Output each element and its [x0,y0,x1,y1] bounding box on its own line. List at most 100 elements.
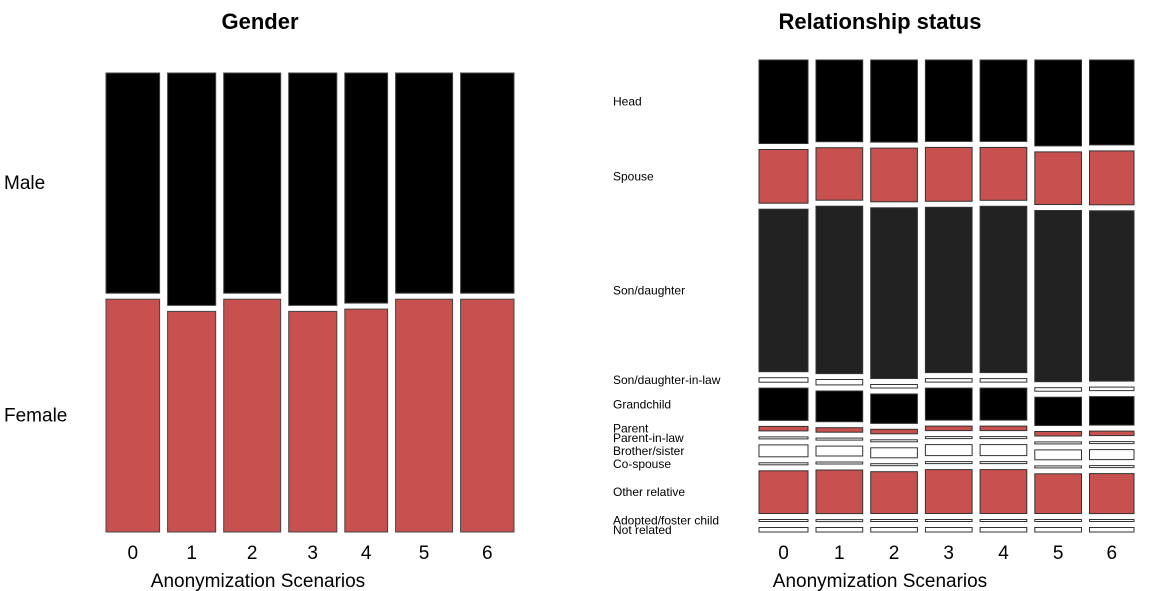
bar-other-relative-scenario-2 [870,471,918,515]
relationship-category-labels: Head Spouse Son/daughter Son/daughter-in-la… [613,95,721,537]
bar-head-scenario-3 [924,59,973,142]
relationship-chart-title: Relationship status [779,9,982,34]
gender-chart-title: Gender [221,9,298,34]
bar-adopted-foster-child-scenario-2 [870,519,918,522]
bar-not-related-scenario-6 [1089,527,1135,533]
bar-head-scenario-6 [1089,59,1135,146]
category-label-grandchild: Grandchild [613,397,671,411]
bar-head-scenario-2 [870,59,918,143]
bar-son-daughter-scenario-2 [870,207,918,379]
bar-parent-in-law-scenario-2 [870,439,918,443]
gender-chart: Gender Anonymization Scenarios 0 1 2 3 4 5 6 M… [4,9,515,591]
bar-not-related-scenario-2 [870,527,918,533]
bar-adopted-foster-child-scenario-6 [1089,519,1135,522]
category-label-other-relative: Other relative [613,485,685,499]
x-tick-label: 2 [247,543,258,564]
bar-brother-sister-scenario-0 [758,444,809,458]
bar-grandchild-scenario-4 [979,387,1028,421]
relationship-bars [758,59,1135,533]
bar-other-relative-scenario-6 [1089,473,1135,515]
bar-adopted-foster-child-scenario-0 [758,519,809,522]
bar-female-scenario-2 [223,298,282,533]
bar-co-spouse-scenario-2 [870,463,918,467]
category-label-co-spouse: Co-spouse [613,457,671,471]
bar-parent-scenario-4 [979,425,1028,432]
bar-female-scenario-1 [167,310,217,533]
category-label-female: Female [4,406,67,427]
bar-grandchild-scenario-2 [870,393,918,424]
category-label-son-daughter-in-law: Son/daughter-in-law [613,373,721,387]
bar-son-daughter-in-law-scenario-2 [870,384,918,389]
x-tick-label: 4 [998,543,1009,564]
bar-female-scenario-3 [288,310,338,533]
bar-co-spouse-scenario-0 [758,462,809,466]
category-label-not-related: Not related [613,523,672,537]
bar-grandchild-scenario-5 [1034,396,1083,427]
bar-other-relative-scenario-5 [1034,473,1083,514]
gender-x-axis-title: Anonymization Scenarios [151,571,365,591]
bar-co-spouse-scenario-1 [815,461,864,465]
bar-son-daughter-in-law-scenario-5 [1034,387,1083,392]
bar-co-spouse-scenario-3 [924,461,973,465]
bar-spouse-scenario-0 [758,149,809,204]
category-label-adopted-foster-child: Adopted/foster child [613,514,719,528]
bar-son-daughter-scenario-3 [924,206,973,374]
bar-spouse-scenario-3 [924,146,973,202]
category-label-parent-in-law: Parent-in-law [613,431,684,445]
bar-son-daughter-scenario-5 [1034,210,1083,383]
bar-spouse-scenario-6 [1089,150,1135,206]
bar-not-related-scenario-4 [979,527,1028,533]
bar-male-scenario-0 [105,72,161,294]
bar-parent-in-law-scenario-5 [1034,441,1083,445]
bar-son-daughter-in-law-scenario-3 [924,378,973,383]
bar-adopted-foster-child-scenario-4 [979,519,1028,522]
bar-brother-sister-scenario-3 [924,444,973,457]
bar-not-related-scenario-0 [758,527,809,533]
bar-head-scenario-1 [815,59,864,143]
bar-son-daughter-scenario-0 [758,208,809,373]
x-tick-label: 3 [307,543,318,564]
bar-not-related-scenario-1 [815,527,864,533]
category-label-spouse: Spouse [613,169,654,183]
bar-grandchild-scenario-3 [924,387,973,421]
bar-other-relative-scenario-4 [979,469,1028,515]
bar-grandchild-scenario-0 [758,387,809,421]
relationship-chart: Relationship status Anonymization Scenar… [613,9,1135,591]
bar-co-spouse-scenario-5 [1034,465,1083,469]
x-tick-label: 3 [943,543,954,564]
bar-spouse-scenario-1 [815,147,864,201]
bar-not-related-scenario-5 [1034,527,1083,533]
x-tick-label: 5 [1053,543,1064,564]
bar-parent-scenario-5 [1034,431,1083,437]
bar-male-scenario-3 [288,72,338,306]
bar-grandchild-scenario-1 [815,390,864,423]
bar-adopted-foster-child-scenario-3 [924,519,973,522]
x-tick-label: 1 [834,543,845,564]
bar-son-daughter-scenario-4 [979,205,1028,374]
x-tick-label: 1 [186,543,197,564]
bar-co-spouse-scenario-4 [979,461,1028,465]
bar-adopted-foster-child-scenario-1 [815,519,864,523]
bar-not-related-scenario-3 [924,527,973,533]
bar-brother-sister-scenario-5 [1034,449,1083,461]
category-label-brother-sister: Brother/sister [613,444,684,458]
bar-male-scenario-2 [223,72,282,294]
relationship-x-ticks: 0 1 2 3 4 5 6 [778,543,1117,564]
bar-parent-scenario-1 [815,427,864,433]
bar-parent-in-law-scenario-6 [1089,441,1135,445]
bar-male-scenario-5 [395,72,454,294]
bar-brother-sister-scenario-1 [815,445,864,457]
bar-parent-scenario-0 [758,425,809,432]
bar-female-scenario-6 [460,298,515,533]
bar-grandchild-scenario-6 [1089,396,1135,426]
category-label-head: Head [613,95,642,109]
bar-co-spouse-scenario-6 [1089,465,1135,469]
bar-son-daughter-scenario-6 [1089,210,1135,382]
x-tick-label: 0 [778,543,789,564]
bar-other-relative-scenario-3 [924,469,973,515]
x-tick-label: 4 [361,543,372,564]
bar-female-scenario-4 [344,308,389,533]
bar-other-relative-scenario-1 [815,469,864,515]
bar-parent-scenario-3 [924,425,973,432]
